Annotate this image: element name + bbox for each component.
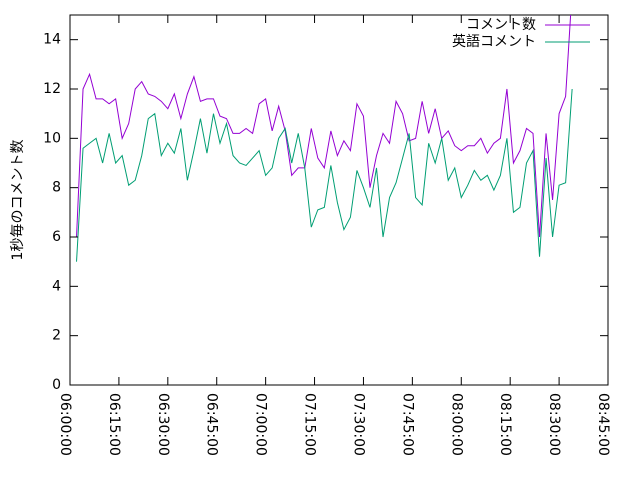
plot-lines (76, 15, 573, 262)
x-tick-label: 08:30:00 (546, 393, 562, 456)
x-tick-label: 07:15:00 (302, 393, 318, 456)
plot-border (69, 14, 609, 386)
y-tick-label: 6 (52, 229, 61, 245)
legend-label: コメント数 (466, 17, 536, 33)
x-tick-label: 07:00:00 (253, 393, 269, 456)
x-tick-label: 08:00:00 (448, 393, 464, 456)
x-tick-label: 07:30:00 (350, 393, 366, 456)
y-tick-label: 2 (52, 328, 61, 344)
y-axis-label: 1秒毎のコメント数 (10, 140, 26, 261)
x-tick-label: 06:00:00 (57, 393, 73, 456)
x-tick-label: 07:45:00 (399, 393, 415, 456)
x-tick-label: 06:15:00 (106, 393, 122, 456)
y-tick-label: 4 (52, 278, 61, 294)
x-tick-label: 06:45:00 (204, 393, 220, 456)
y-tick-label: 8 (52, 180, 61, 196)
x-tick-label: 08:15:00 (497, 393, 513, 456)
x-tick-label: 08:45:00 (595, 393, 611, 456)
x-tick-label: 06:30:00 (155, 393, 171, 456)
y-tick-label: 14 (43, 32, 61, 48)
series-line (76, 15, 572, 238)
y-tick-label: 0 (52, 377, 61, 393)
y-tick-label: 10 (43, 130, 61, 146)
series-line (76, 88, 573, 262)
y-tick-label: 12 (43, 81, 61, 97)
legend-label: 英語コメント (452, 33, 536, 50)
